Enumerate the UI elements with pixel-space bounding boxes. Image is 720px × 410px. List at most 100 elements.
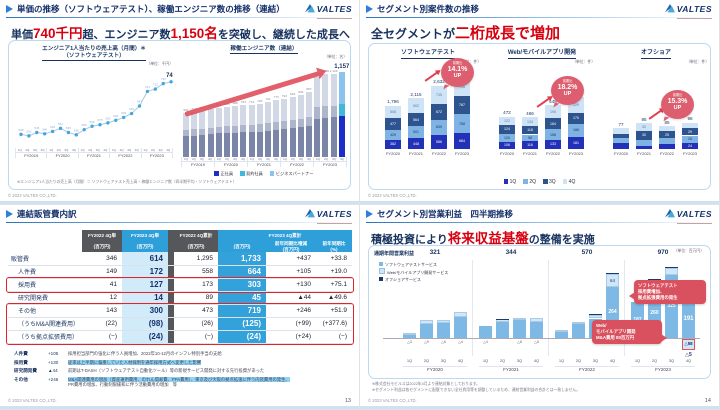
quarter-tick: 2Q: [56, 148, 61, 153]
bar-segment: 477: [385, 118, 401, 130]
bar-segment-webmobile: [589, 314, 602, 319]
legend-swatch: [269, 171, 275, 176]
bar-segment: [232, 132, 239, 158]
bar-total-label: 846: [298, 89, 304, 94]
bar-segment: [248, 104, 255, 125]
quarter-tick: 4Q: [339, 157, 344, 162]
negative-value-label: △9: [424, 339, 429, 344]
segment-value-label: 29: [688, 129, 692, 134]
data-point-label: 540: [42, 128, 47, 132]
quarter-tick: 4Q: [240, 157, 245, 162]
slide-header: 単価の推移（ソフトウェアテスト）、稼働エンジニア数の推移（連結） VALTES: [0, 0, 359, 19]
chart-title-text: オフショア: [640, 50, 671, 59]
callout-tail: [629, 292, 635, 300]
badge-prefix: 前期比: [562, 79, 573, 83]
bar-segment: [224, 133, 230, 158]
value-cell: +19.0: [330, 268, 348, 275]
bar-segment: [613, 128, 629, 134]
value-cell: (+24): [295, 333, 311, 340]
note-highlight: M&A関連費用の増加（資産運用費用、のれん償却費、PPA費用）、東京及び大阪の拠…: [68, 376, 290, 382]
data-point-label: 538: [18, 128, 23, 132]
note-text-line2: PR費用の増加、行動制限緩和に伴う活動費用の増加 等: [68, 382, 178, 388]
bar-segment: [682, 122, 698, 128]
badge-prefix: 前期比: [672, 93, 683, 97]
bar-plot: 382 429 477 508 1,796 FY2020 448 501 564 602 2,115…: [375, 65, 481, 156]
separator-cell: [168, 291, 174, 304]
unit-label: （単位：件）: [686, 60, 709, 64]
bar-segment: [248, 132, 255, 158]
bar-segment: [330, 73, 337, 106]
bar-segment: 429: [385, 129, 401, 140]
badge-up: UP: [453, 73, 462, 80]
value-cell: (24): [218, 330, 266, 343]
column-header: 前年同期比 (%): [316, 241, 353, 252]
value-cell: 149: [106, 268, 117, 275]
increase-badge: 前期比 18.2% UP: [551, 76, 584, 109]
quarter-tick: 3Q: [127, 148, 132, 153]
bar-segment-softwaretest: [454, 316, 467, 338]
segment-value-label: 735: [436, 92, 442, 97]
chart-title: Web/モバイルアプリ開発: [489, 50, 595, 59]
value-cell: +105: [296, 268, 311, 275]
footnotes: ※株式会社モビルスは2022年4月より連結対象としております。 ※セグメント利益は…: [372, 381, 711, 393]
annual-label: 通期年間営業利益: [374, 251, 415, 257]
quarter-tick: 1Q: [315, 157, 320, 162]
separator-cell: [168, 317, 174, 330]
valtes-logo: VALTES: [664, 205, 712, 224]
separator-cell: [168, 252, 174, 265]
increase-badge: 前期比 15.3% UP: [661, 90, 694, 123]
footnote-line: ※セグメント利益は各セグメントに配賦できない全社費用等を調整しているため、連結営…: [372, 388, 580, 392]
bar-segment: [265, 102, 271, 124]
quarter-label: 2Q: [499, 358, 506, 363]
bar-segment: [256, 103, 263, 125]
unit-price-chart: エンジニア1人当たりの売上高（月間）＊ （ソフトウェアテスト） （単位：千円） 538…: [15, 46, 177, 159]
note-text: 採用担当部門の強化に伴う人員増加、2022年10-12月のインフレ特別手当の支給: [68, 351, 222, 356]
note-row: 採用費 +130 従来は上半期に偏重していた人材採用を通年採用方式へ変更した影響: [14, 359, 349, 366]
fy-label: FY2020: [403, 366, 467, 372]
increase-badge: 前期比 14.1% UP: [441, 58, 474, 91]
bar-total-label: 726: [257, 98, 263, 103]
bar-segment-webmobile: [572, 322, 585, 325]
header-arrow-icon: [366, 209, 373, 218]
quarter-tick: 4Q: [166, 148, 171, 153]
bar-segment: 134: [522, 117, 538, 127]
segment-value-label: 187: [633, 317, 641, 323]
bar-segment: 758: [454, 114, 470, 133]
category-label: FY2020: [385, 151, 400, 156]
bar-total-label: 77: [618, 121, 624, 127]
legend-item: 2Q: [523, 179, 536, 185]
header-arrow-icon: [366, 4, 373, 13]
bar-segment: [215, 133, 222, 158]
data-point-label: 561: [58, 122, 63, 126]
bottom-strip: [360, 405, 719, 409]
table-row: 研究開発費 12 14 89 45 ▲44 ▲49.6: [8, 291, 353, 304]
negative-value-label: △4: [483, 339, 488, 344]
chart-title: オフショア: [603, 50, 709, 59]
row-label: （うちM&A関連費用）: [18, 322, 80, 328]
legend-label: ソフトウェアテストサービス: [385, 262, 437, 267]
value-cell: 173: [202, 281, 213, 288]
legend-label: 2Q: [529, 179, 536, 185]
value-cell: 300: [122, 304, 168, 317]
table-row: （うち拠点拡張費用） (−) (24) (−) (24) (+24) (−): [8, 330, 353, 343]
negative-segment-webmobile: △58: [682, 338, 695, 350]
data-point-label: 532: [26, 130, 31, 134]
segment-value-label: 448: [413, 141, 419, 146]
bar-total-label: 472: [503, 110, 511, 116]
value-cell: (26): [201, 320, 213, 327]
negative-value-label: △3: [407, 339, 412, 344]
quarter-ticks: 1Q 2Q 3Q 4Q: [215, 157, 247, 161]
valtes-logo-text: VALTES: [316, 208, 352, 219]
bar-segment: [322, 105, 329, 118]
bar-segment: [256, 131, 263, 158]
headline-emphasis: 将来収益基盤: [447, 231, 529, 246]
chart-title-text: 稼働エンジニア数（連結）: [230, 46, 298, 55]
bar-total-label: 648: [549, 98, 557, 104]
data-point: [161, 82, 165, 86]
bar-plot: 77 FY2020 30 30 95 FY2021 25 85 FY2022 24 26 29 98 FY…: [603, 65, 709, 156]
badge-up: UP: [673, 105, 682, 112]
value-cell: 89: [205, 294, 213, 301]
bar-segment: 186: [568, 124, 584, 137]
bar-segment: [297, 118, 304, 128]
segment-value-label: 164: [550, 121, 556, 126]
